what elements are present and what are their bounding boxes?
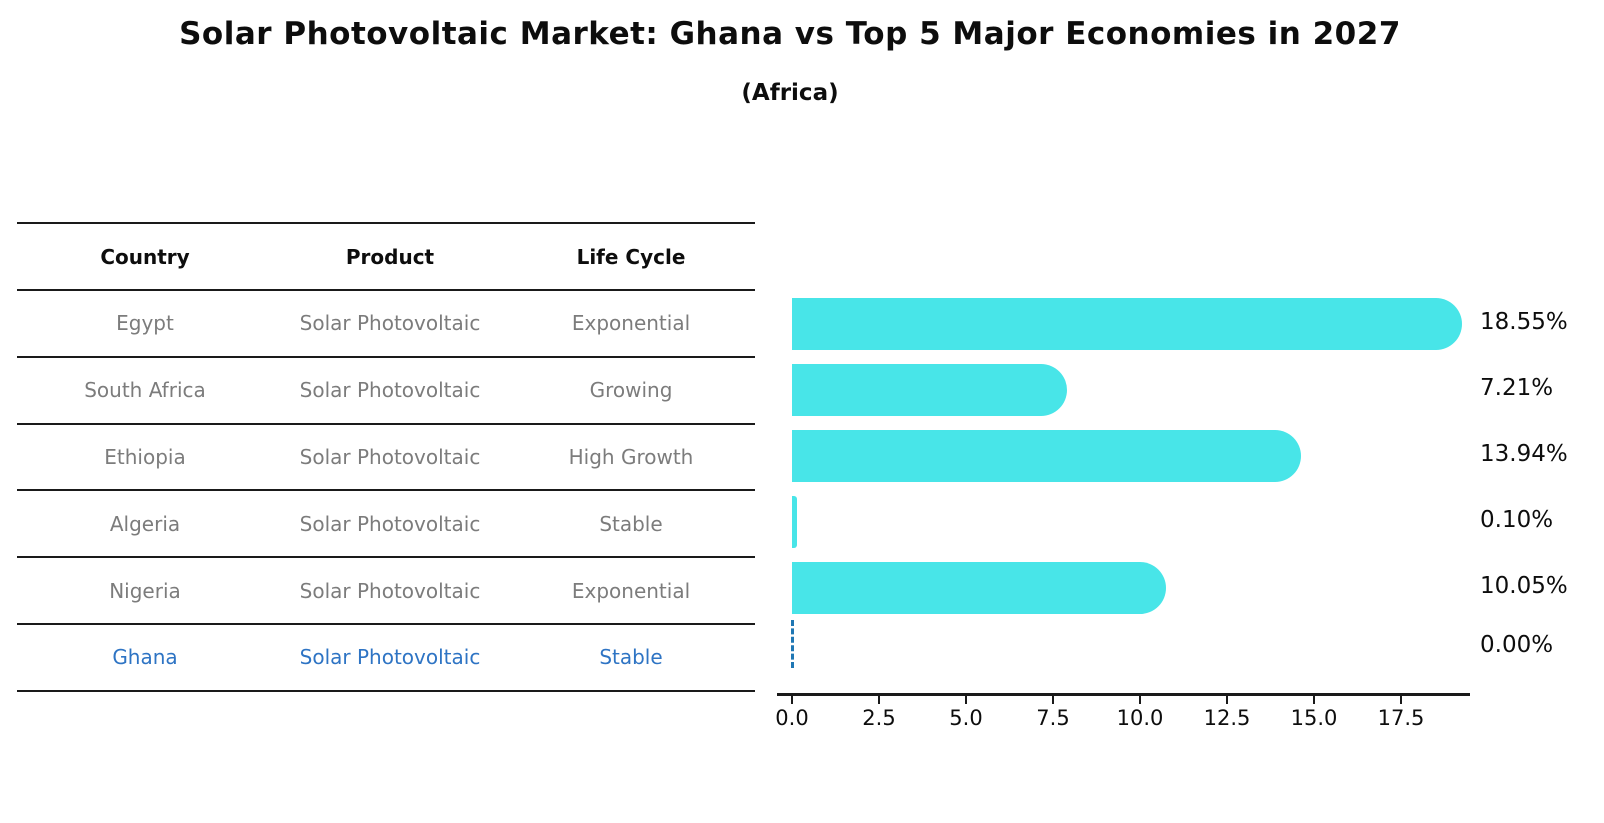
table-header-lifecycle: Life Cycle: [576, 244, 686, 269]
table-row-ethiopia: Ethiopia Solar Photovoltaic High Growth: [17, 425, 755, 492]
value-label-ethiopia: 13.94%: [1480, 441, 1568, 467]
x-tick-label: 12.5: [1203, 706, 1251, 730]
table-cell-life_cycle: Stable: [599, 645, 663, 670]
x-tick-label: 5.0: [949, 706, 983, 730]
table-cell-product: Solar Photovoltaic: [299, 645, 481, 670]
table-body: Egypt Solar Photovoltaic Exponential South …: [17, 291, 755, 692]
table-cell-life_cycle: Growing: [589, 378, 673, 403]
table-cell-country: Nigeria: [109, 578, 181, 603]
chart-subtitle: (Africa): [741, 80, 839, 106]
bar-ethiopia: [792, 430, 1302, 482]
table-cell-country: Egypt: [116, 311, 174, 336]
x-tick-mark: [1052, 695, 1054, 704]
x-tick-label: 17.5: [1377, 706, 1425, 730]
x-tick-label: 0.0: [775, 706, 809, 730]
table-cell-life_cycle: Exponential: [571, 578, 691, 603]
table-cell-product: Solar Photovoltaic: [299, 378, 481, 403]
zero-value-dashed-line-ghana: [791, 620, 794, 668]
x-tick-label: 15.0: [1290, 706, 1338, 730]
table-cell-country: Ghana: [112, 645, 178, 670]
chart-title: Solar Photovoltaic Market: Ghana vs Top …: [179, 16, 1401, 52]
table-header-product: Product: [345, 244, 435, 269]
table-cell-life_cycle: Exponential: [571, 311, 691, 336]
table-header-country: Country: [100, 244, 190, 269]
value-label-nigeria: 10.05%: [1480, 573, 1568, 599]
table-cell-product: Solar Photovoltaic: [299, 511, 481, 536]
x-tick-mark: [1313, 695, 1315, 704]
x-tick-mark: [878, 695, 880, 704]
table-cell-product: Solar Photovoltaic: [299, 578, 481, 603]
table-row-south-africa: South Africa Solar Photovoltaic Growing: [17, 358, 755, 425]
x-tick-mark: [791, 695, 793, 704]
table-row-algeria: Algeria Solar Photovoltaic Stable: [17, 491, 755, 559]
x-axis-line: [777, 693, 1470, 696]
value-label-algeria: 0.10%: [1480, 507, 1554, 533]
table-row-nigeria: Nigeria Solar Photovoltaic Exponential: [17, 558, 755, 625]
x-tick-mark: [1139, 695, 1141, 704]
bar-egypt: [792, 298, 1462, 350]
x-tick-label: 7.5: [1036, 706, 1070, 730]
value-label-egypt: 18.55%: [1480, 309, 1568, 335]
table-cell-life_cycle: High Growth: [568, 444, 694, 469]
table-cell-country: South Africa: [84, 378, 206, 403]
bar-algeria: [792, 496, 798, 548]
bar-nigeria: [792, 562, 1166, 614]
x-tick-label: 2.5: [862, 706, 896, 730]
table-cell-life_cycle: Stable: [599, 511, 663, 536]
table-cell-product: Solar Photovoltaic: [299, 444, 481, 469]
table-cell-product: Solar Photovoltaic: [299, 311, 481, 336]
table-row-ghana: Ghana Solar Photovoltaic Stable: [17, 625, 755, 692]
x-tick-mark: [965, 695, 967, 704]
value-label-ghana: 0.00%: [1480, 632, 1554, 658]
value-label-south-africa: 7.21%: [1480, 375, 1554, 401]
x-tick-label: 10.0: [1116, 706, 1164, 730]
x-tick-mark: [1226, 695, 1228, 704]
table-cell-country: Algeria: [109, 511, 181, 536]
country-table: Country Product Life Cycle Egypt Solar Ph…: [17, 222, 755, 692]
table-cell-country: Ethiopia: [104, 444, 186, 469]
table-header-row: Country Product Life Cycle: [17, 222, 755, 291]
x-tick-mark: [1400, 695, 1402, 704]
bar-south-africa: [792, 364, 1067, 416]
table-row-egypt: Egypt Solar Photovoltaic Exponential: [17, 291, 755, 358]
